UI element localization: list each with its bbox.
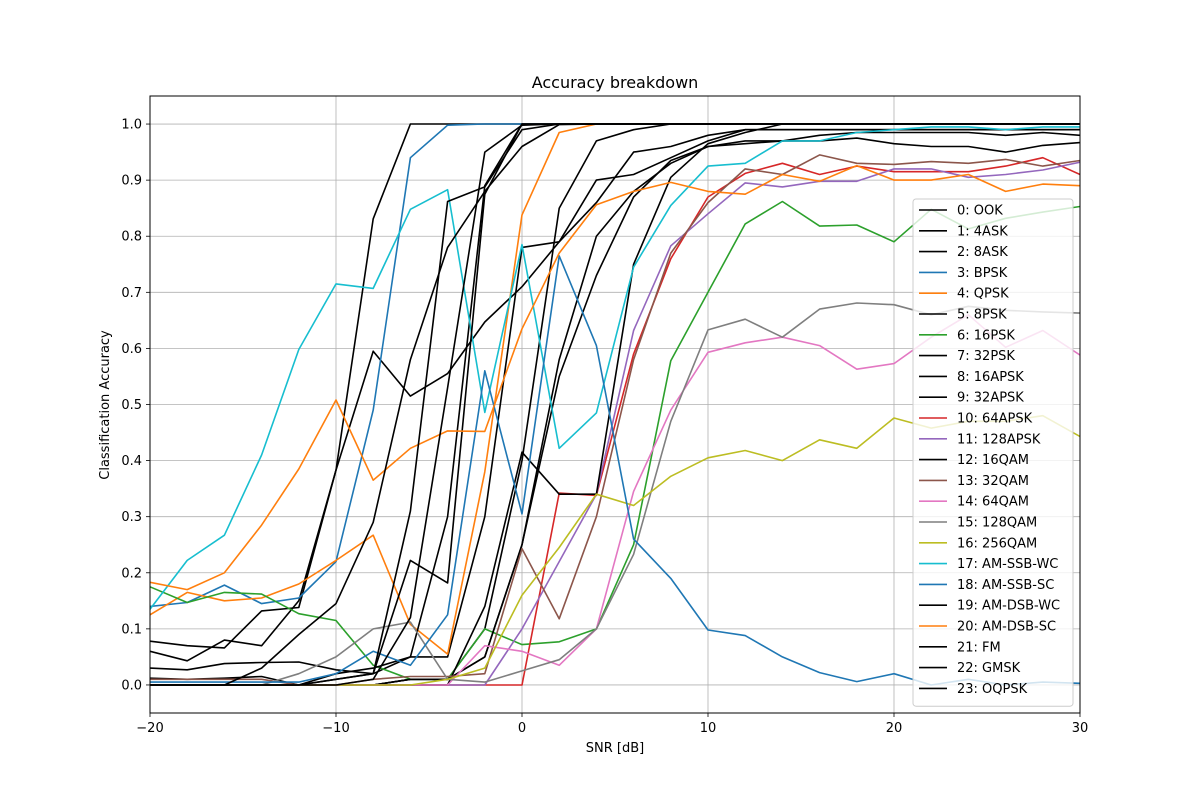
y-tick-label: 0.5 — [121, 398, 142, 413]
legend-entry: 3: BPSK — [957, 266, 1008, 281]
legend-entry: 4: QPSK — [957, 287, 1009, 302]
legend-entry: 5: 8PSK — [957, 308, 1007, 323]
y-tick-label: 0.6 — [121, 342, 142, 357]
legend-entry: 16: 256QAM — [957, 536, 1037, 551]
series-line-2 — [150, 128, 1080, 662]
legend-box — [912, 198, 1074, 707]
legend: 0: OOK 1: 4ASK 2: 8ASK 3: BPSK 4: QPSK 5: 8PS… — [912, 198, 1074, 707]
legend-entry: 1: 4ASK — [957, 224, 1008, 239]
legend-entry: 22: GMSK — [957, 661, 1021, 676]
legend-entry: 8: 16APSK — [957, 370, 1024, 385]
y-tick-label: 0.0 — [121, 678, 142, 693]
series-line-23 — [150, 123, 1080, 686]
y-tick-label: 0.7 — [121, 286, 142, 301]
x-tick-label: 20 — [886, 721, 903, 736]
x-tick-label: 0 — [518, 721, 526, 736]
x-tick-label: 30 — [1072, 721, 1089, 736]
series-line-17 — [150, 126, 1080, 611]
legend-entry: 2: 8ASK — [957, 245, 1008, 260]
y-tick-label: 1.0 — [121, 118, 142, 133]
legend-entry: 15: 128QAM — [957, 516, 1037, 531]
legend-entry: 20: AM-DSB-SC — [957, 620, 1056, 635]
legend-entry: 6: 16PSK — [957, 328, 1015, 343]
x-tick-label: −10 — [322, 721, 349, 736]
legend-entry: 9: 32APSK — [957, 391, 1024, 406]
axis-ticks: −20 −10 0 10 20 30 0.0 0.1 0.2 0.3 0.4 0.5 0.6 0.7 0.8… — [121, 118, 1088, 736]
y-tick-label: 0.3 — [121, 510, 142, 525]
legend-entry: 11: 128APSK — [957, 432, 1041, 447]
legend-entry: 14: 64QAM — [957, 495, 1029, 510]
legend-entry: 18: AM-SSB-SC — [957, 578, 1054, 593]
y-axis-label: Classification Accuracy — [98, 330, 113, 480]
legend-entry: 23: OQPSK — [957, 682, 1028, 697]
y-tick-label: 0.1 — [121, 622, 142, 637]
y-tick-label: 0.8 — [121, 230, 142, 245]
series-line-20 — [150, 164, 1080, 591]
legend-entry: 17: AM-SSB-WC — [957, 557, 1058, 572]
legend-entry: 0: OOK — [957, 204, 1003, 219]
x-tick-label: 10 — [700, 721, 717, 736]
y-tick-label: 0.2 — [121, 566, 142, 581]
legend-entry: 13: 32QAM — [957, 474, 1029, 489]
chart-title: Accuracy breakdown — [532, 73, 699, 92]
legend-entry: 7: 32PSK — [957, 349, 1015, 364]
x-axis-label: SNR [dB] — [586, 741, 644, 756]
legend-entry: 19: AM-DSB-WC — [957, 599, 1060, 614]
y-tick-label: 0.4 — [121, 454, 142, 469]
legend-entry: 10: 64APSK — [957, 412, 1033, 427]
plot-area — [150, 123, 1080, 686]
legend-entry: 21: FM — [957, 640, 1001, 655]
x-tick-label: −20 — [136, 721, 163, 736]
y-tick-label: 0.9 — [121, 174, 142, 189]
legend-entry: 12: 16QAM — [957, 453, 1029, 468]
